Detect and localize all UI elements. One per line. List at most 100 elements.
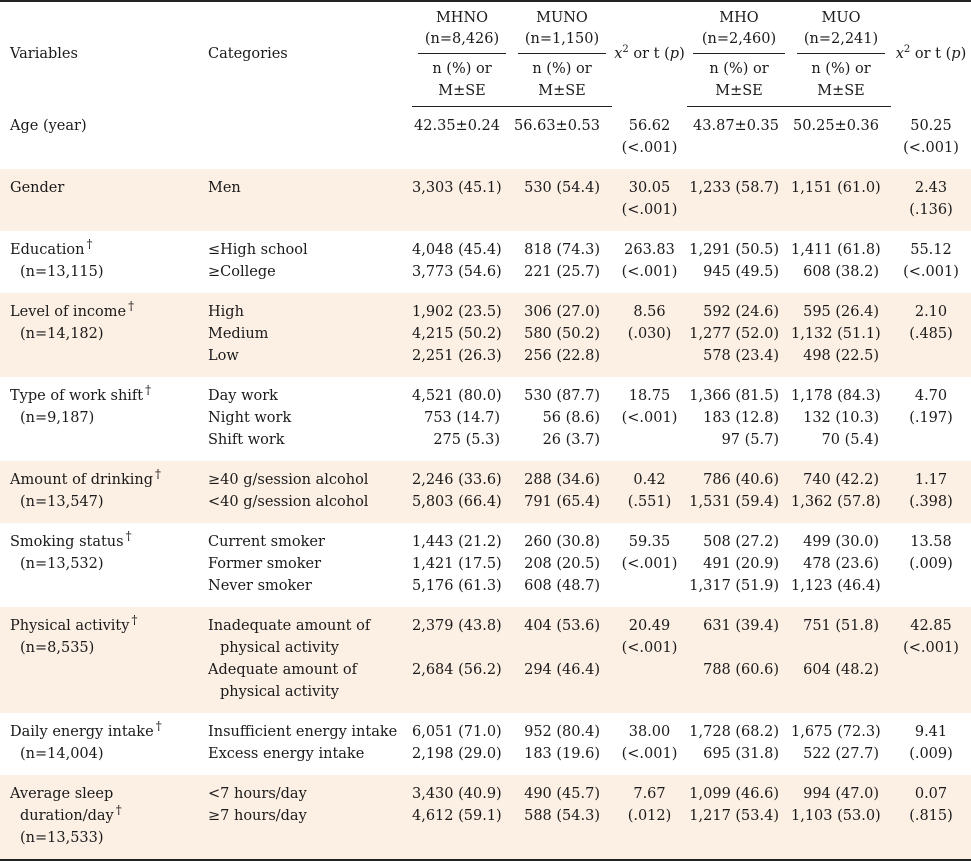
cell-muno: 818 (74.3) 221 (25.7) xyxy=(524,241,600,280)
cell-stat-1: 20.49 (<.001) xyxy=(612,606,687,713)
cell-mhno: 2,246 (33.6) 5,803 (66.4) xyxy=(412,460,512,523)
cell-mhno: 4,521 (80.0) 753 (14.7) 275 (5.3) xyxy=(412,387,502,448)
cell-mho: 1,728 (68.2) 695 (31.8) xyxy=(689,723,779,762)
table-row: Age (year) 42.35±0.24 56.63±0.53 56.62 (<.00… xyxy=(0,107,971,169)
header-variables: Variables xyxy=(0,0,200,107)
cell-categories: Insufficient energy intake Excess energy … xyxy=(208,723,398,762)
cell-mho: 1,366 (81.5) 183 (12.8) 97 (5.7) xyxy=(689,387,779,448)
cell-categories: High Medium Low xyxy=(200,292,412,377)
cell-muno: 530 (54.4) xyxy=(512,168,612,231)
cell-mhno: 4,048 (45.4) 3,773 (54.6) xyxy=(412,241,502,280)
cell-variable: Gender xyxy=(0,168,200,231)
cell-muno: 952 (80.4) 183 (19.6) xyxy=(524,723,600,762)
cell-variable: Education † (n=13,115) xyxy=(10,236,104,280)
cell-stat-1: 59.35 (<.001) xyxy=(621,533,678,572)
cell-muo: 1,675 (72.3) 522 (27.7) xyxy=(791,723,881,762)
cell-mhno: 42.35±0.24 xyxy=(414,118,500,134)
cell-muo: 499 (30.0) 478 (23.6) 1,123 (46.4) xyxy=(791,533,881,594)
cell-stat-2: 55.12 (<.001) xyxy=(903,241,959,280)
cell-categories: Current smoker Former smoker Never smoker xyxy=(208,533,325,594)
cell-stat-1: 8.56 (.030) xyxy=(612,292,687,377)
cell-variable: Level of income † (n=14,182) xyxy=(0,292,200,377)
header-categories: Categories xyxy=(200,0,412,107)
cell-mhno: 1,902 (23.5) 4,215 (50.2) 2,251 (26.3) xyxy=(412,292,512,377)
table-row: Gender Men 3,303 (45.1) 530 (54.4) 30.05 (<.0… xyxy=(0,168,971,231)
dagger-mark: † xyxy=(131,612,138,627)
cell-categories: ≤High school ≥College xyxy=(208,241,308,280)
cell-stat-1: 30.05 (<.001) xyxy=(612,168,687,231)
header-stat-1: x2 or t (p) xyxy=(612,0,687,107)
cell-mho: 631 (39.4) 788 (60.6) xyxy=(687,606,791,713)
cell-muno: 306 (27.0) 580 (50.2) 256 (22.8) xyxy=(512,292,612,377)
subheader-mhno: n (%) or M±SE xyxy=(412,54,512,107)
cell-categories: Men xyxy=(200,168,412,231)
cell-muo: 740 (42.2) 1,362 (57.8) xyxy=(791,460,891,523)
cell-stat-2: 0.07 (.815) xyxy=(891,774,971,861)
cell-stat-2: 2.43 (.136) xyxy=(891,168,971,231)
cell-categories: <7 hours/day ≥7 hours/day xyxy=(200,774,412,861)
table-row: Daily energy intake † (n=14,004) Insufficie… xyxy=(0,713,971,775)
dagger-mark: † xyxy=(155,466,162,481)
cell-stat-1: 0.42 (.551) xyxy=(612,460,687,523)
cell-categories xyxy=(200,107,412,169)
cell-variable: Type of work shift † (n=9,187) xyxy=(10,382,152,426)
cell-categories: ≥40 g/session alcohol <40 g/session alcoh… xyxy=(200,460,412,523)
table-row: Education † (n=13,115) ≤High school ≥College… xyxy=(0,231,971,293)
cell-stat-1: 7.67 (.012) xyxy=(612,774,687,861)
cell-variable: Age (year) xyxy=(10,117,87,134)
cell-muno: 404 (53.6) 294 (46.4) xyxy=(512,606,612,713)
header-group-muo: MUO (n=2,241) xyxy=(791,0,891,54)
table-row: Physical activity † (n=8,535) Inadequate am… xyxy=(0,606,971,713)
cell-variable: Average sleep duration/day † (n=13,533) xyxy=(0,774,200,861)
cell-muno: 530 (87.7) 56 (8.6) 26 (3.7) xyxy=(524,387,600,448)
cell-muno: 56.63±0.53 xyxy=(514,118,600,134)
header-stat-2: x2 or t (p) xyxy=(891,0,971,107)
dagger-mark: † xyxy=(128,298,135,313)
cell-mhno: 2,379 (43.8) 2,684 (56.2) xyxy=(412,606,512,713)
cell-muno: 260 (30.8) 208 (20.5) 608 (48.7) xyxy=(524,533,600,594)
subheader-mho: n (%) or M±SE xyxy=(687,54,791,107)
table-row: Amount of drinking † (n=13,547) ≥40 g/sessi… xyxy=(0,460,971,523)
cell-stat-1: 263.83 (<.001) xyxy=(621,241,678,280)
cell-stat-2: 42.85 (<.001) xyxy=(891,606,971,713)
cell-muo: 1,411 (61.8) 608 (38.2) xyxy=(791,241,881,280)
header-group-mhno: MHNO (n=8,426) xyxy=(412,0,512,54)
cell-muno: 490 (45.7) 588 (54.3) xyxy=(512,774,612,861)
cell-variable: Amount of drinking † (n=13,547) xyxy=(0,460,200,523)
cell-mho: 1,233 (58.7) xyxy=(687,168,791,231)
table-row: Smoking status † (n=13,532) Current smoker F… xyxy=(0,523,971,607)
table-body: Age (year) 42.35±0.24 56.63±0.53 56.62 (<.00… xyxy=(0,107,971,861)
cell-stat-1: 38.00 (<.001) xyxy=(621,723,678,762)
cell-stat-2: 4.70 (.197) xyxy=(909,387,953,426)
cell-stat-1: 18.75 (<.001) xyxy=(621,387,678,426)
header-group-muno: MUNO (n=1,150) xyxy=(512,0,612,54)
cell-mhno: 1,443 (21.2) 1,421 (17.5) 5,176 (61.3) xyxy=(412,533,502,594)
subheader-muo: n (%) or M±SE xyxy=(791,54,891,107)
dagger-mark: † xyxy=(125,528,132,543)
table-row: Type of work shift † (n=9,187) Day work Nigh… xyxy=(0,377,971,461)
dagger-mark: † xyxy=(86,236,93,251)
cell-stat-2: 2.10 (.485) xyxy=(891,292,971,377)
cell-stat-2: 9.41 (.009) xyxy=(909,723,953,762)
cell-mho: 1,099 (46.6) 1,217 (53.4) xyxy=(687,774,791,861)
cell-mhno: 6,051 (71.0) 2,198 (29.0) xyxy=(412,723,502,762)
cell-mho: 1,291 (50.5) 945 (49.5) xyxy=(689,241,779,280)
subheader-muno: n (%) or M±SE xyxy=(512,54,612,107)
dagger-mark: † xyxy=(115,802,122,817)
cell-stat-2: 13.58 (.009) xyxy=(909,533,953,572)
cell-muo: 994 (47.0) 1,103 (53.0) xyxy=(791,774,891,861)
cell-mho: 43.87±0.35 xyxy=(693,118,779,134)
cell-muo: 595 (26.4) 1,132 (51.1) 498 (22.5) xyxy=(791,292,891,377)
cell-variable: Daily energy intake † (n=14,004) xyxy=(10,718,162,762)
header-group-mho: MHO (n=2,460) xyxy=(687,0,791,54)
cell-mhno: 3,303 (45.1) xyxy=(412,168,512,231)
dagger-mark: † xyxy=(155,718,162,733)
cell-mho: 592 (24.6) 1,277 (52.0) 578 (23.4) xyxy=(687,292,791,377)
cell-variable: Physical activity † (n=8,535) xyxy=(0,606,200,713)
cell-muno: 288 (34.6) 791 (65.4) xyxy=(512,460,612,523)
cell-muo: 1,178 (84.3) 132 (10.3) 70 (5.4) xyxy=(791,387,881,448)
cell-muo: 751 (51.8) 604 (48.2) xyxy=(791,606,891,713)
cell-stat-2: 50.25 (<.001) xyxy=(903,117,959,156)
